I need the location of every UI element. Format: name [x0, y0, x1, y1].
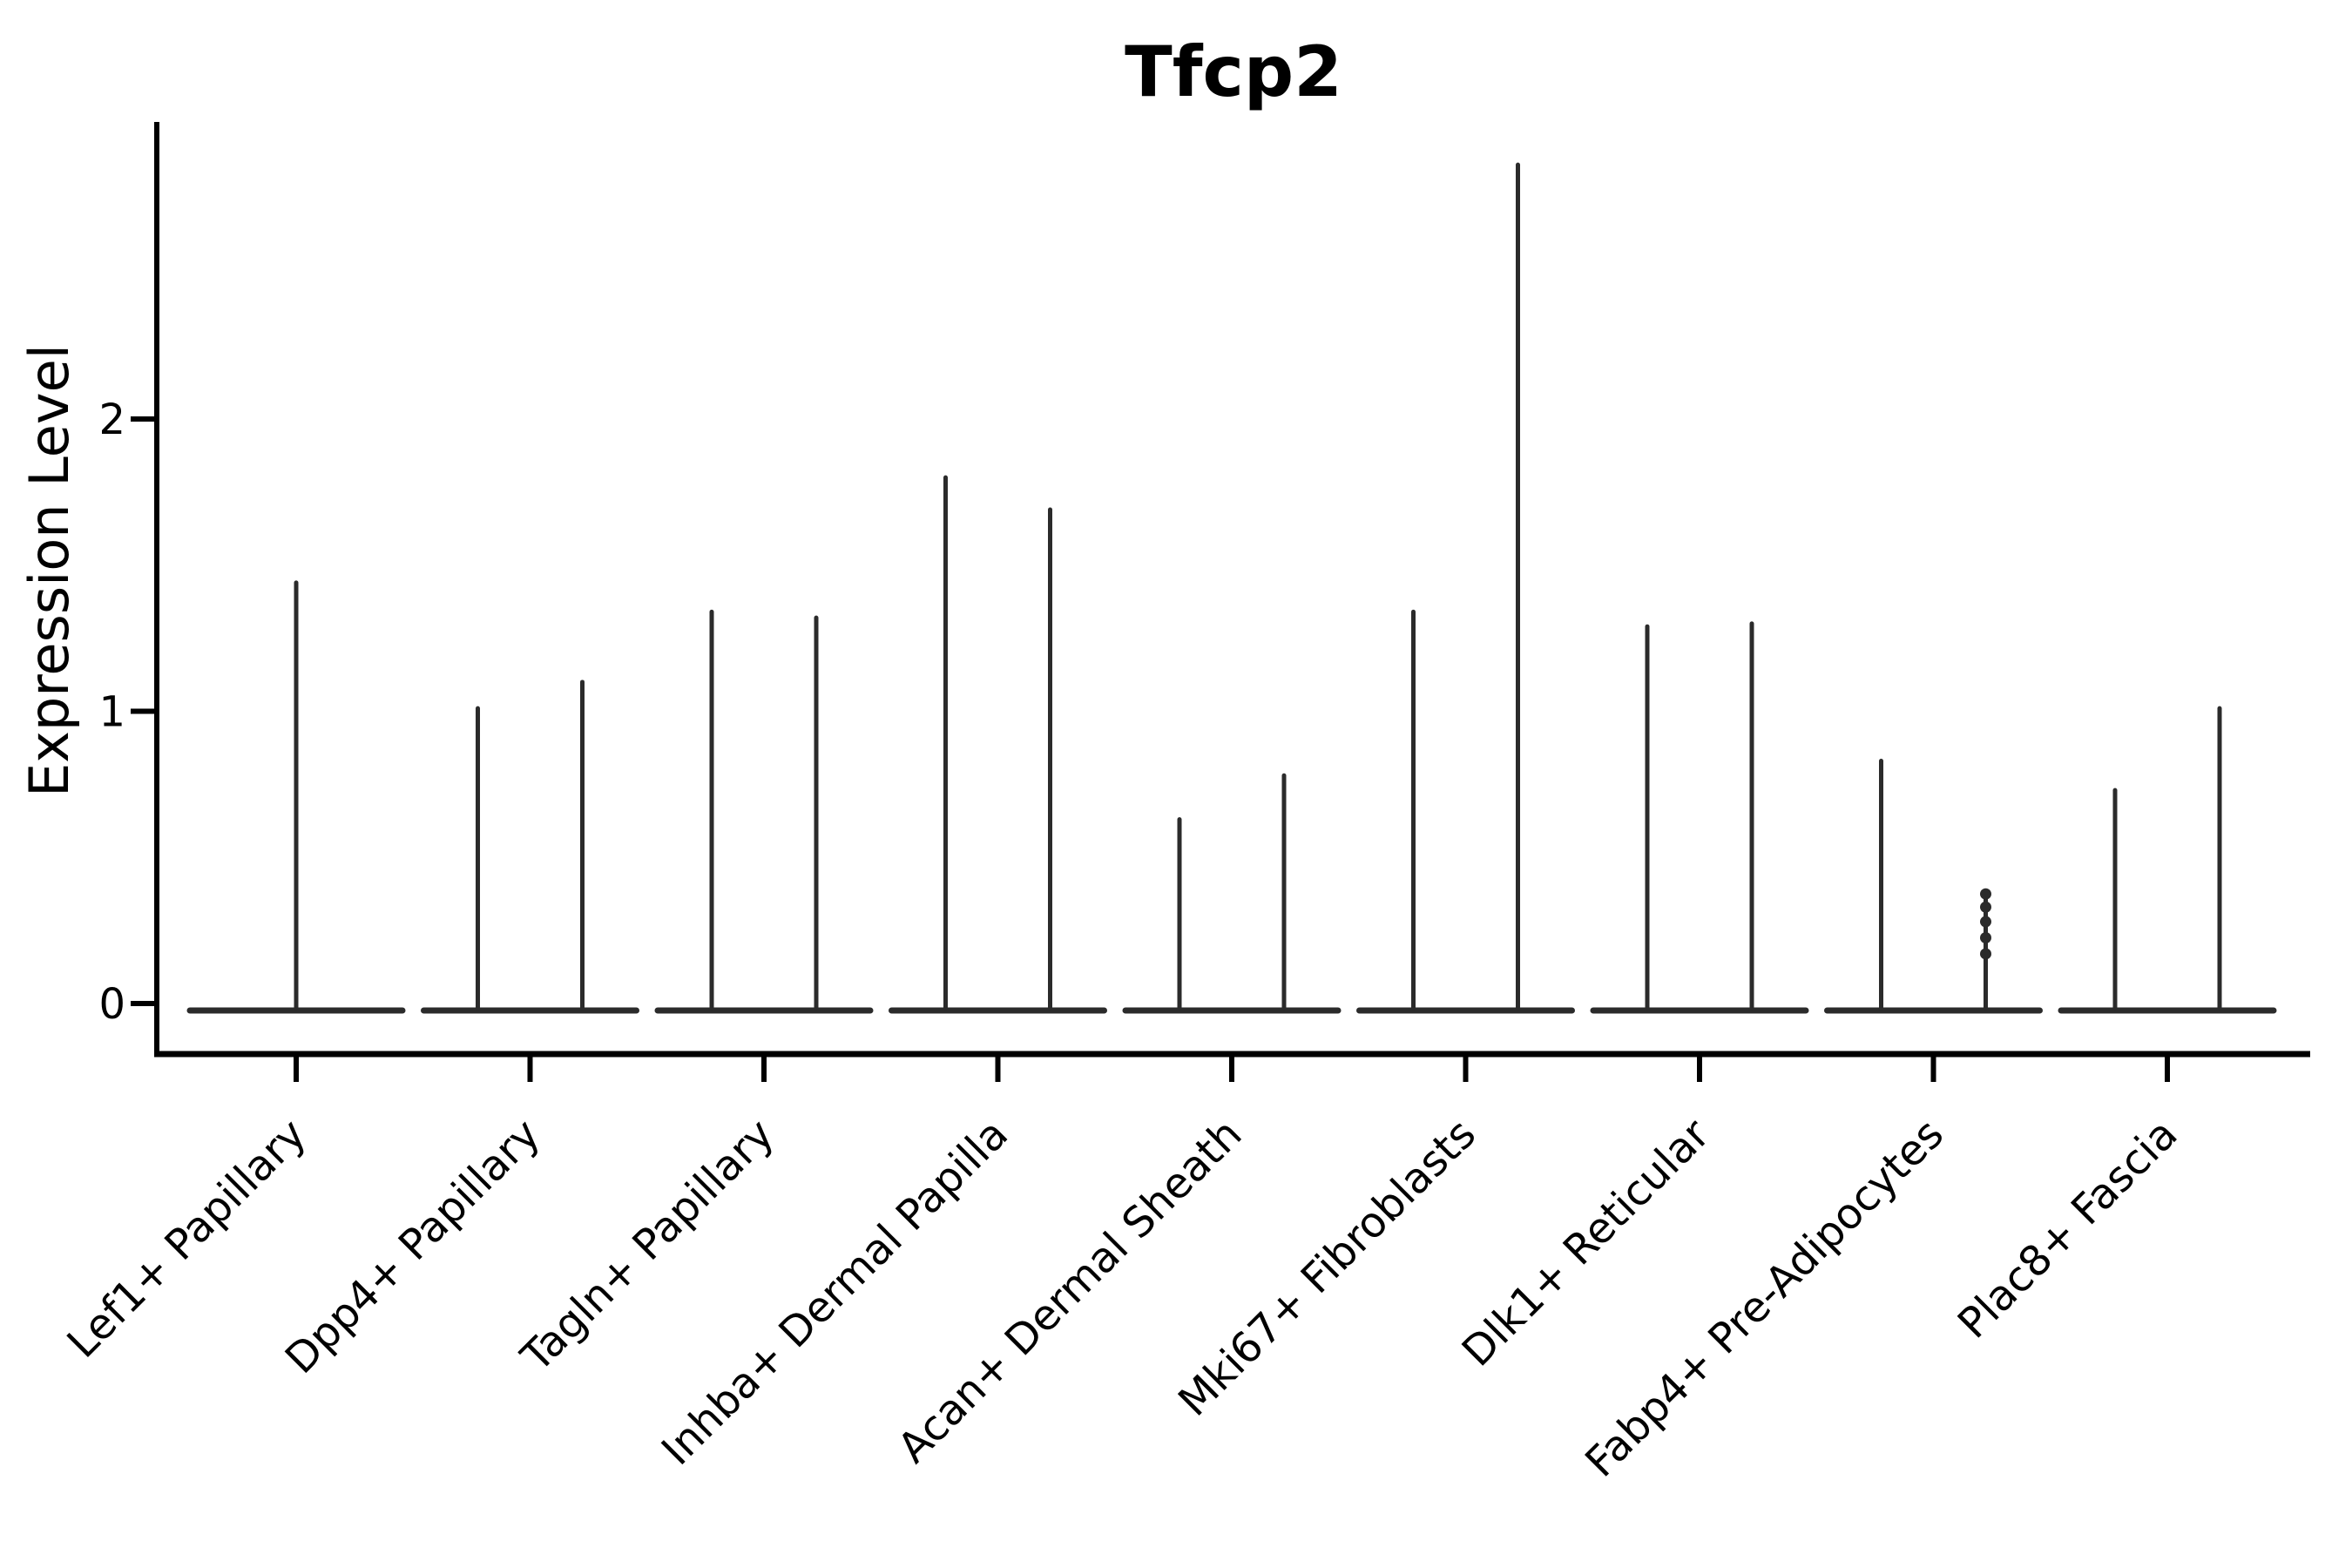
y-axis-ticks: 0 1 2 [98, 395, 154, 1029]
y-tick-label: 2 [98, 395, 125, 444]
violin-outlier-dot [1980, 916, 1991, 928]
x-tick-label: Plac8+ Fascia [1949, 1110, 2187, 1348]
y-tick-label: 0 [98, 980, 125, 1029]
x-tick-label: Dpp4+ Papillary [276, 1110, 550, 1383]
violin-outlier-dot [1980, 932, 1991, 944]
violin-outlier-dot [1980, 901, 1991, 913]
y-tick-label: 1 [98, 688, 125, 737]
x-tick-label: Tagln+ Papillary [511, 1110, 783, 1382]
y-axis-label: Expression Level [17, 344, 81, 797]
x-tick-label: Lef1+ Papillary [58, 1110, 316, 1368]
violin-outlier-dot [1980, 888, 1991, 900]
x-tick-label: Dlk1+ Reticular [1453, 1110, 1720, 1376]
violin-outlier-dot [1980, 948, 1991, 960]
violins [186, 162, 2277, 1014]
plot-title: Tfcp2 [1125, 31, 1342, 112]
